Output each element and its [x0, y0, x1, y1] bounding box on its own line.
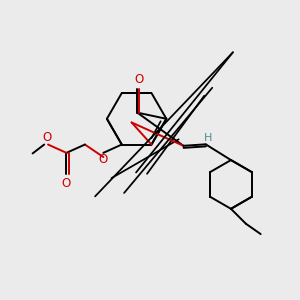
Text: H: H: [204, 133, 212, 143]
Text: O: O: [62, 177, 71, 190]
Text: O: O: [98, 153, 107, 167]
Text: O: O: [134, 73, 143, 86]
Text: O: O: [43, 131, 52, 144]
